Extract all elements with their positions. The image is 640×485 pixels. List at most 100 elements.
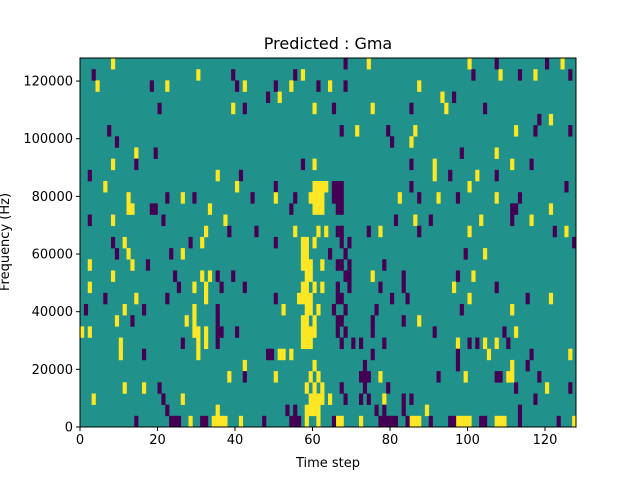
heatmap-cell-high <box>215 415 220 428</box>
heatmap-cell-high <box>320 259 325 271</box>
heatmap-cell-low <box>339 315 344 327</box>
heatmap-cell-low <box>215 315 220 327</box>
heatmap-cell-low <box>409 393 414 405</box>
heatmap-cell-high <box>370 270 375 282</box>
heatmap-cell-low <box>463 248 468 260</box>
heatmap-cell-low <box>475 337 480 350</box>
heatmap-cell-high <box>207 203 213 215</box>
heatmap-cell-low <box>238 169 244 182</box>
heatmap-cell-high <box>304 326 309 338</box>
heatmap-cell-low <box>273 181 278 193</box>
heatmap-cell-high <box>227 371 232 383</box>
heatmap-cell-low <box>405 415 410 428</box>
heatmap-cell-low <box>153 147 158 159</box>
heatmap-cell-high <box>211 415 216 428</box>
heatmap-cell-low <box>176 415 182 428</box>
heatmap-cell-high <box>328 80 333 92</box>
heatmap-cell-high <box>316 192 321 204</box>
heatmap-cell-low <box>134 415 139 428</box>
heatmap-cell-low <box>552 225 557 238</box>
heatmap-cell-high <box>308 292 313 305</box>
heatmap-cell-low <box>378 281 383 294</box>
heatmap-cell-low <box>401 404 406 417</box>
heatmap-cell-high <box>339 415 344 428</box>
heatmap-cell-low <box>498 371 503 383</box>
heatmap-cell-low <box>157 382 162 394</box>
heatmap-cell-high <box>91 393 96 405</box>
heatmap-cell-low <box>328 248 333 260</box>
heatmap-cell-high <box>382 393 387 405</box>
heatmap-cell-low <box>378 415 383 428</box>
heatmap-cell-high <box>300 259 306 271</box>
heatmap-cell-high <box>304 382 309 394</box>
heatmap-cell-low <box>204 415 209 428</box>
heatmap-cell-high <box>118 337 123 350</box>
heatmap-cell-low <box>494 281 499 294</box>
heatmap-cell-low <box>494 169 499 182</box>
heatmap-cell-low <box>529 158 534 171</box>
heatmap-cell-low <box>351 337 356 350</box>
heatmap-cell-high <box>316 415 321 428</box>
heatmap-cell-low <box>494 371 499 383</box>
heatmap-cell-high <box>467 415 472 428</box>
heatmap-cell-high <box>281 348 286 361</box>
heatmap-cell-high <box>510 304 515 316</box>
heatmap-cell-low <box>215 304 220 316</box>
heatmap-cell-low <box>297 415 302 428</box>
heatmap-cell-high <box>359 415 364 428</box>
heatmap-cell-high <box>308 259 313 271</box>
heatmap-cell-low <box>347 270 352 282</box>
heatmap-cell-high <box>300 292 306 305</box>
heatmap-cell-high <box>444 102 449 115</box>
heatmap-cell-high <box>545 382 550 394</box>
heatmap-cell-high <box>281 304 286 316</box>
heatmap-cell-high <box>417 315 422 327</box>
heatmap-cell-low <box>359 393 364 405</box>
heatmap-cell-high <box>308 337 313 350</box>
heatmap-cell-high <box>308 304 313 316</box>
heatmap-cell-high <box>134 292 139 305</box>
heatmap-cell-high <box>142 382 147 394</box>
heatmap-cell-low <box>335 259 340 271</box>
heatmap-cell-high <box>308 326 313 338</box>
heatmap-cell-high <box>165 80 170 92</box>
y-tick-label: 20000 <box>32 363 73 378</box>
heatmap-cell-low <box>390 292 395 305</box>
heatmap-cell-high <box>204 225 209 238</box>
heatmap-cell-low <box>149 203 154 215</box>
y-tick-label: 60000 <box>32 248 73 263</box>
heatmap-cell-low <box>382 404 387 417</box>
heatmap-cell-low <box>382 415 387 428</box>
heatmap-cell-high <box>366 58 371 70</box>
heatmap-cell-high <box>308 393 313 405</box>
heatmap-cell-high <box>192 315 197 327</box>
heatmap-cell-high <box>204 326 209 338</box>
heatmap-cell-high <box>312 404 317 417</box>
heatmap-cell-low <box>343 270 348 282</box>
heatmap-cell-high <box>300 236 306 249</box>
heatmap-cell-low <box>103 292 108 305</box>
heatmap-cell-low <box>370 348 375 361</box>
heatmap-cell-low <box>428 214 433 227</box>
heatmap-cell-low <box>87 214 92 227</box>
heatmap-cell-high <box>204 292 209 305</box>
heatmap-cell-high <box>529 214 534 227</box>
heatmap-cell-high <box>95 80 100 92</box>
heatmap-cell-low <box>393 214 399 227</box>
heatmap-cell-high <box>312 181 317 193</box>
heatmap-cell-low <box>192 192 197 204</box>
heatmap-cell-high <box>417 415 422 428</box>
heatmap-cell-low <box>343 326 348 338</box>
heatmap-cell-low <box>335 181 340 193</box>
heatmap-cell-high <box>355 125 360 137</box>
heatmap-cell-high <box>455 337 461 350</box>
heatmap-cell-high <box>103 181 108 193</box>
heatmap-cell-low <box>169 415 174 428</box>
heatmap-cell-high <box>378 371 383 383</box>
heatmap-cell-low <box>382 259 387 271</box>
heatmap-cell-high <box>316 181 321 193</box>
heatmap-cell-low <box>200 415 205 428</box>
heatmap-cell-high <box>304 404 309 417</box>
heatmap-cell-high <box>196 337 201 350</box>
